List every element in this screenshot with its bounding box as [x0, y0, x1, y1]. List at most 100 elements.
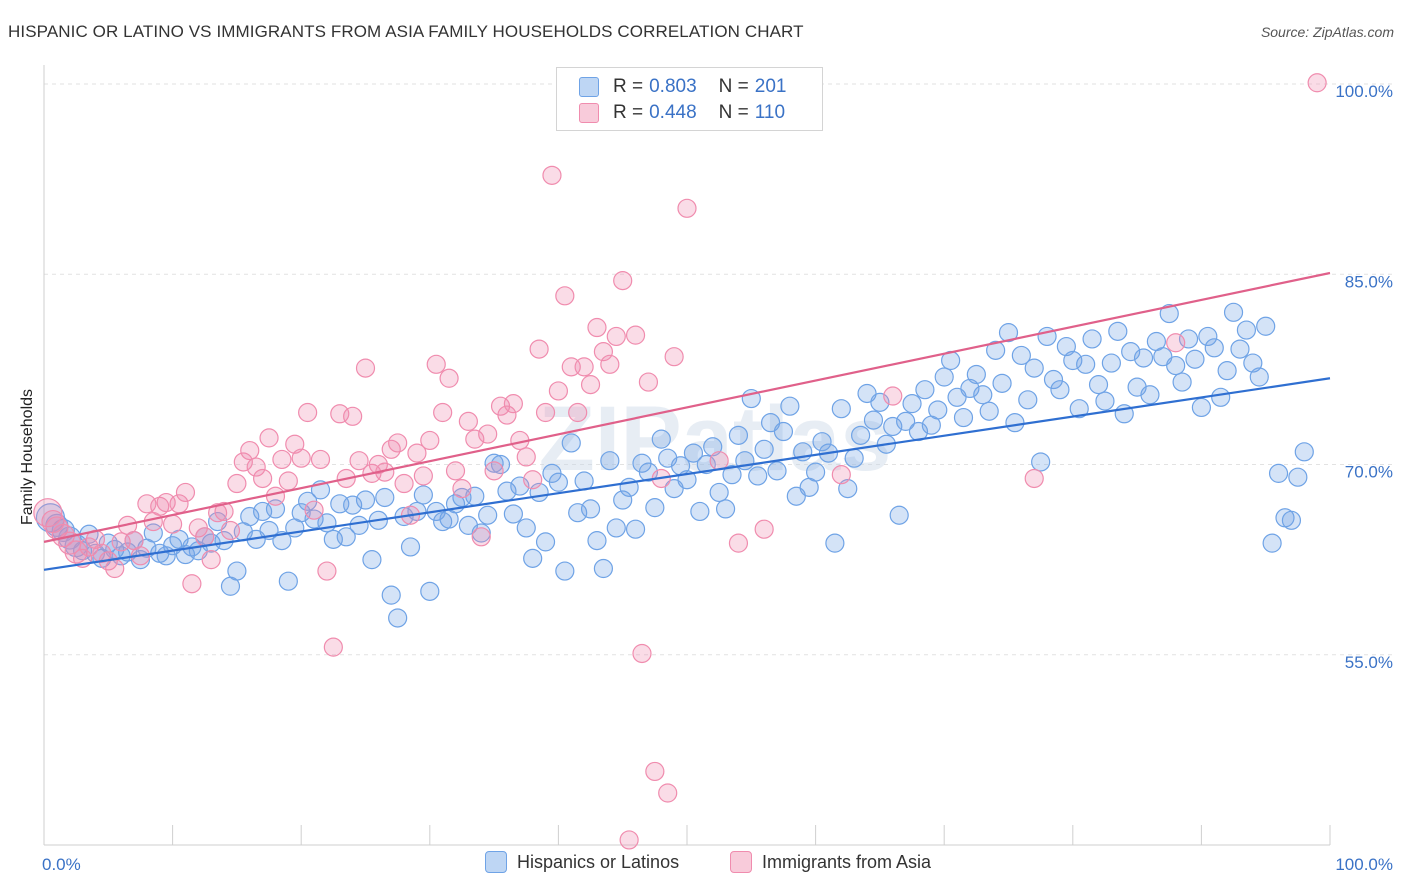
- asia-point: [452, 479, 472, 499]
- asia-point: [285, 434, 305, 454]
- asia-point: [246, 457, 266, 477]
- asia-point: [503, 394, 523, 414]
- hispanic-point: [1050, 380, 1070, 400]
- series-legend: Hispanics or Latinos Immigrants from Asi…: [0, 851, 1406, 877]
- legend-row-asia: R = 0.448 N = 110: [579, 101, 785, 125]
- trend-lines: [43, 271, 1331, 571]
- asia-point: [606, 326, 626, 347]
- hispanic-point: [568, 503, 588, 523]
- hispanic-point: [754, 439, 774, 459]
- asia-point: [433, 402, 453, 423]
- hispanic-point: [1088, 375, 1109, 395]
- hispanic-point: [683, 443, 704, 463]
- asia-point: [458, 411, 478, 431]
- hispanic-point: [966, 364, 986, 385]
- asia-point: [105, 558, 125, 579]
- hispanic-point: [1288, 467, 1308, 487]
- hispanic-point: [1185, 349, 1205, 369]
- asia-point: [709, 451, 729, 471]
- asia-point: [445, 461, 466, 481]
- hispanic-point: [748, 466, 768, 486]
- hispanic-point: [703, 437, 723, 457]
- hispanic-point: [548, 472, 569, 492]
- legend: R = 0.803 N = 201 R = 0.448 N = 110: [556, 67, 823, 131]
- asia-point: [355, 358, 376, 378]
- hispanic-point: [1230, 339, 1250, 359]
- asia-point: [420, 430, 440, 451]
- legend-n-label: N =: [718, 76, 749, 97]
- asia-point: [465, 429, 485, 449]
- asia-point: [638, 372, 659, 392]
- series-label-hispanic: Hispanics or Latinos: [517, 851, 680, 872]
- series-legend-hispanic[interactable]: Hispanics or Latinos: [485, 851, 679, 873]
- hispanic-point: [413, 485, 433, 505]
- series-swatch-hispanic: [485, 851, 507, 873]
- hispanic-point: [928, 400, 948, 420]
- hispanic-point: [355, 490, 376, 510]
- hispanic-point: [516, 518, 536, 538]
- hispanic-point: [973, 385, 993, 405]
- asia-point: [323, 637, 343, 657]
- asia-point: [208, 503, 228, 523]
- y-tick-label: 85.0%: [1345, 272, 1393, 291]
- hispanic-point: [883, 416, 903, 437]
- asia-point: [580, 375, 601, 395]
- hispanic-point: [651, 429, 671, 449]
- hispanic-point: [1076, 354, 1096, 374]
- y-tick-label: 70.0%: [1345, 463, 1393, 482]
- hispanic-point: [535, 532, 556, 552]
- asia-point: [304, 500, 324, 520]
- y-tick-label: 100.0%: [1335, 82, 1393, 101]
- hispanic-point: [343, 495, 363, 515]
- asia-point: [535, 402, 556, 423]
- y-axis-label: Family Households: [19, 388, 36, 526]
- hispanic-point: [420, 581, 440, 601]
- hispanic-point: [851, 425, 871, 445]
- asia-point: [227, 473, 247, 494]
- asia-point: [593, 342, 614, 362]
- asia-point: [754, 519, 774, 539]
- asia-point: [555, 286, 575, 306]
- hispanic-point: [645, 498, 665, 518]
- hispanic-point: [690, 501, 710, 522]
- asia-point: [343, 406, 363, 426]
- asia-point: [220, 520, 241, 541]
- series-label-asia: Immigrants from Asia: [762, 851, 932, 872]
- asia-point: [272, 449, 292, 470]
- asia-point: [484, 461, 504, 481]
- asia-point: [298, 402, 318, 423]
- asia-point: [645, 761, 665, 782]
- asia-point: [253, 468, 273, 489]
- legend-r-value: 0.803: [649, 76, 697, 97]
- series-legend-asia[interactable]: Immigrants from Asia: [730, 851, 931, 873]
- hispanic-point: [979, 401, 999, 421]
- hispanic-point: [1095, 391, 1115, 411]
- hispanic-point: [1043, 369, 1064, 390]
- hispanic-point: [934, 367, 954, 387]
- asia-point: [478, 424, 498, 444]
- hispanic-point: [555, 561, 575, 581]
- hispanic-point: [349, 515, 369, 535]
- hispanic-point: [715, 499, 736, 519]
- legend-swatch-hispanic: [579, 77, 599, 97]
- asia-point: [201, 550, 221, 570]
- hispanic-point: [709, 482, 729, 503]
- hispanic-point: [1108, 321, 1128, 341]
- series-swatch-asia: [730, 851, 752, 873]
- hispanic-point: [1101, 353, 1121, 373]
- asia-point: [658, 783, 678, 803]
- y-tick-label: 55.0%: [1345, 653, 1393, 672]
- hispanic-point: [844, 448, 864, 468]
- asia-point: [664, 347, 684, 367]
- hispanic-point: [825, 533, 845, 553]
- tick-labels: 55.0% 70.0% 85.0% 100.0% 0.0% 100.0%: [42, 82, 1393, 874]
- hispanic-point: [998, 323, 1019, 343]
- hispanic-point: [780, 396, 800, 416]
- hispanic-point: [1005, 413, 1025, 433]
- hispanic-point: [1011, 345, 1031, 366]
- hispanic-point: [1172, 372, 1192, 392]
- hispanic-point: [1217, 361, 1237, 381]
- hispanic-point: [1018, 390, 1038, 410]
- asia-point: [471, 527, 491, 547]
- hispanic-point: [1166, 355, 1186, 376]
